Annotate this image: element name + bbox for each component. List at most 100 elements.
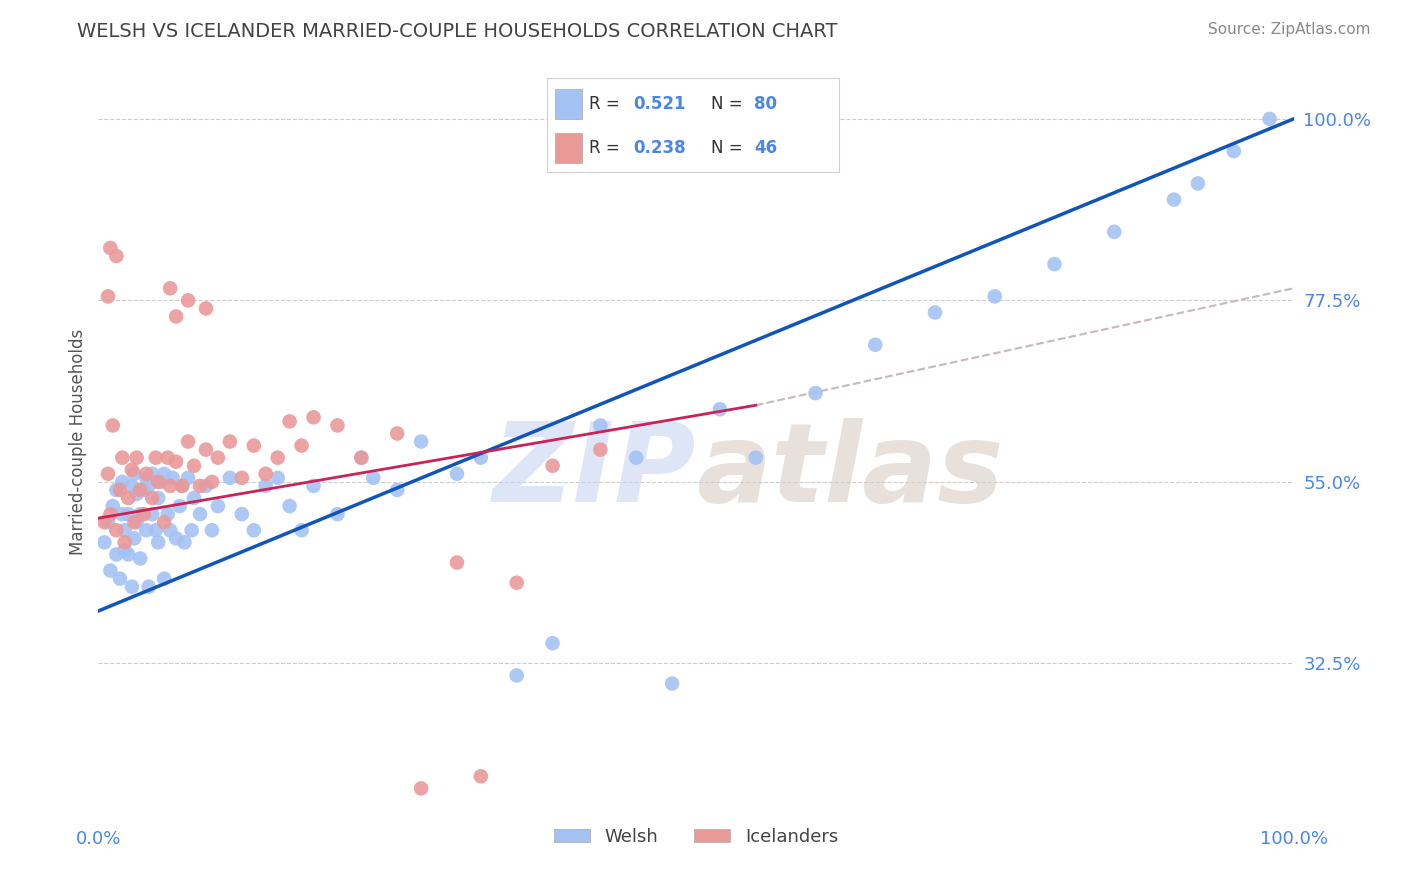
Point	[267, 471, 290, 485]
Point	[125, 450, 148, 465]
Point	[173, 535, 195, 549]
Point	[121, 479, 143, 493]
Point	[162, 471, 184, 485]
Point	[98, 564, 122, 578]
Point	[114, 535, 136, 549]
Point	[709, 402, 731, 417]
Point	[506, 668, 529, 682]
Point	[138, 580, 160, 594]
Point	[105, 523, 128, 537]
Point	[159, 479, 181, 493]
Point	[101, 418, 124, 433]
Point	[105, 249, 128, 263]
Point	[326, 418, 349, 433]
Point	[121, 463, 143, 477]
Point	[153, 467, 176, 481]
Point	[117, 507, 139, 521]
Point	[183, 491, 205, 505]
Point	[231, 507, 253, 521]
Point	[363, 471, 385, 485]
Point	[195, 479, 218, 493]
Point	[117, 548, 139, 562]
Point	[111, 475, 134, 489]
Legend: Welsh, Icelanders: Welsh, Icelanders	[547, 821, 845, 854]
Point	[278, 414, 301, 428]
Point	[169, 499, 191, 513]
Point	[172, 479, 194, 493]
Point	[231, 471, 253, 485]
Point	[626, 450, 648, 465]
Point	[93, 535, 115, 549]
Point	[254, 479, 277, 493]
Point	[125, 487, 148, 501]
Point	[132, 483, 155, 497]
Point	[541, 636, 564, 650]
Point	[254, 467, 277, 481]
Point	[145, 523, 167, 537]
Point	[165, 310, 187, 324]
Point	[177, 471, 200, 485]
Point	[188, 479, 211, 493]
Point	[804, 386, 827, 401]
Point	[145, 450, 167, 465]
Point	[172, 479, 194, 493]
Point	[470, 450, 492, 465]
Point	[124, 467, 146, 481]
Point	[195, 442, 218, 457]
Point	[243, 523, 266, 537]
Point	[135, 471, 157, 485]
Text: WELSH VS ICELANDER MARRIED-COUPLE HOUSEHOLDS CORRELATION CHART: WELSH VS ICELANDER MARRIED-COUPLE HOUSEH…	[77, 22, 838, 41]
Point	[201, 523, 224, 537]
Point	[446, 556, 468, 570]
Point	[97, 467, 120, 481]
Point	[135, 467, 157, 481]
Text: Source: ZipAtlas.com: Source: ZipAtlas.com	[1208, 22, 1371, 37]
Point	[159, 523, 181, 537]
Point	[589, 442, 612, 457]
Point	[153, 515, 176, 529]
Point	[291, 439, 314, 453]
Point	[207, 450, 229, 465]
Point	[1104, 225, 1126, 239]
Point	[385, 483, 409, 497]
Point	[156, 507, 179, 521]
Point	[93, 515, 115, 529]
Point	[411, 781, 433, 796]
Point	[108, 483, 131, 497]
Point	[1163, 193, 1185, 207]
Point	[1258, 112, 1281, 126]
Point	[97, 289, 120, 303]
Point	[105, 548, 128, 562]
Point	[589, 418, 612, 433]
Point	[1187, 177, 1209, 191]
Point	[219, 471, 242, 485]
Point	[132, 507, 155, 521]
Point	[243, 439, 266, 453]
Point	[124, 532, 146, 546]
Point	[183, 458, 205, 473]
Point	[661, 676, 683, 690]
Point	[101, 499, 124, 513]
Point	[129, 507, 152, 521]
Point	[165, 455, 187, 469]
Point	[326, 507, 349, 521]
Point	[156, 450, 179, 465]
Point	[745, 450, 768, 465]
Point	[159, 281, 181, 295]
Point	[219, 434, 242, 449]
Point	[541, 458, 564, 473]
Point	[1223, 144, 1246, 158]
Point	[207, 499, 229, 513]
Point	[97, 515, 120, 529]
Point	[148, 535, 170, 549]
Point	[121, 580, 143, 594]
Y-axis label: Married-couple Households: Married-couple Households	[69, 328, 87, 555]
Point	[141, 507, 163, 521]
Point	[267, 450, 290, 465]
Point	[124, 515, 146, 529]
Point	[98, 507, 122, 521]
Point	[98, 241, 122, 255]
Point	[188, 507, 211, 521]
Point	[117, 491, 139, 505]
Point	[924, 305, 946, 319]
